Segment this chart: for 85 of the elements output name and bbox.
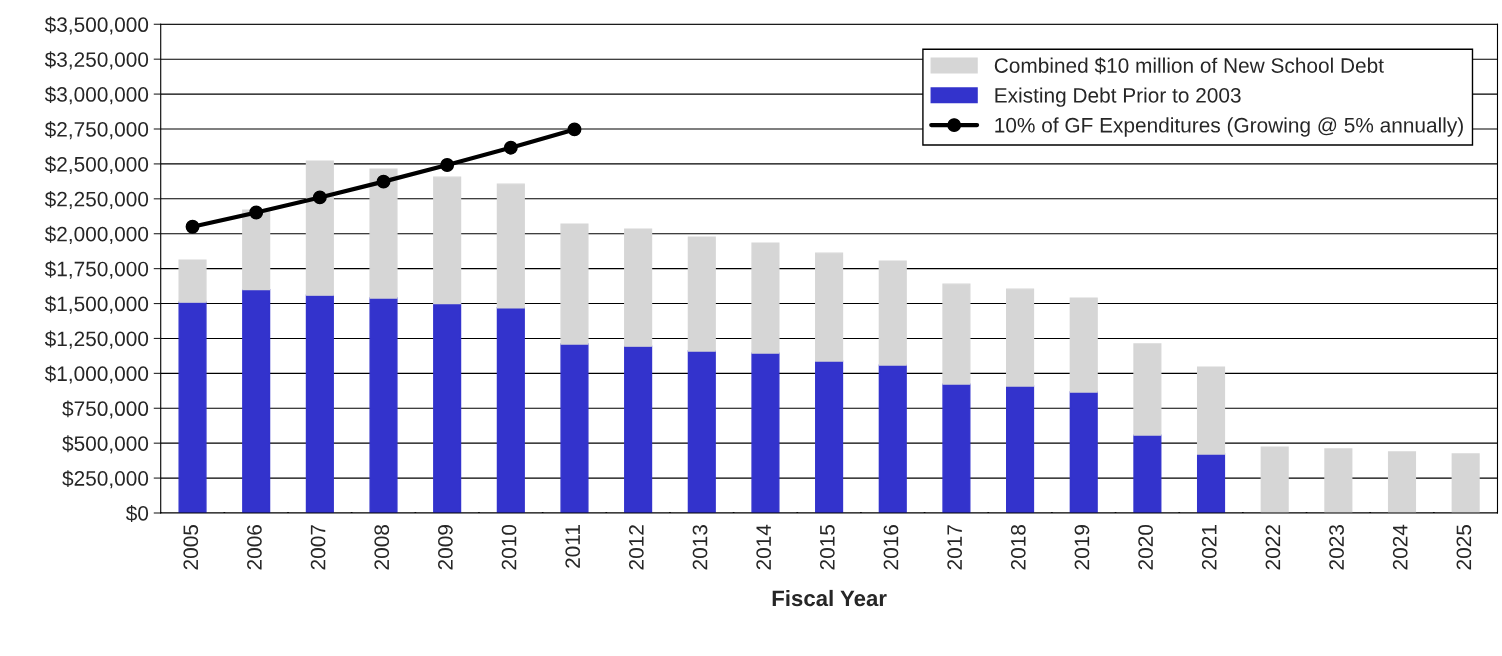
bar — [1196, 366, 1226, 455]
y-tick-label: $250,000 — [62, 470, 149, 489]
y-tick-label: $2,750,000 — [44, 121, 149, 140]
bar — [1260, 446, 1289, 513]
y-tick-label: $1,000,000 — [44, 365, 149, 384]
x-tick-label: 2025 — [1456, 524, 1472, 570]
bar — [496, 183, 525, 309]
x-axis-title: Fiscal Year — [772, 589, 887, 607]
bar — [433, 176, 462, 305]
x-tick-label: 2013 — [692, 525, 708, 570]
x-tick-label: 2015 — [819, 524, 835, 570]
legend-label: 10% of GF Expenditures (Growing @ 5% annually) — [995, 117, 1463, 137]
bar — [305, 160, 334, 296]
bar — [624, 345, 653, 513]
bar — [369, 168, 398, 299]
point — [440, 158, 455, 172]
bar — [178, 259, 207, 303]
bar — [242, 288, 271, 513]
point — [249, 205, 264, 220]
y-tick-label: $3,500,000 — [44, 16, 149, 35]
bar — [624, 228, 653, 347]
bar — [815, 252, 844, 362]
point — [312, 190, 327, 205]
bar — [369, 297, 398, 513]
bar — [1451, 453, 1480, 513]
x-tick-label: 2011 — [565, 525, 581, 568]
bar — [1133, 434, 1162, 513]
bar — [1133, 343, 1162, 436]
bar — [433, 302, 462, 513]
x-tick-label: 2010 — [501, 524, 517, 570]
bar — [751, 352, 780, 513]
bar — [942, 283, 971, 385]
legend-label: Combined $10 million of New School Debt — [994, 57, 1384, 75]
x-tick-label: 2021 — [1201, 525, 1217, 570]
y-tick-label: $2,000,000 — [44, 225, 149, 244]
y-tick-label: $2,250,000 — [44, 190, 149, 210]
x-tick-label: 2007 — [310, 525, 326, 570]
y-tick-label: $2,500,000 — [44, 156, 149, 175]
x-tick-label: 2018 — [1010, 525, 1026, 570]
bar — [242, 209, 271, 291]
bar — [1196, 453, 1226, 513]
bar — [878, 260, 907, 366]
point — [503, 140, 518, 155]
y-tick-label: $1,750,000 — [44, 260, 149, 279]
y-tick-label: $0 — [125, 505, 149, 522]
bar — [1069, 297, 1098, 393]
y-tick-label: $1,500,000 — [44, 295, 149, 314]
x-tick-label: 2017 — [947, 525, 963, 570]
bar — [560, 223, 589, 345]
point — [376, 174, 391, 189]
y-tick-label: $750,000 — [62, 400, 149, 419]
x-tick-label: 2016 — [883, 525, 899, 570]
x-tick-label: 2012 — [628, 525, 644, 570]
bar — [751, 242, 780, 354]
x-tick-label: 2023 — [1329, 525, 1344, 570]
bar — [1006, 288, 1035, 387]
x-tick-label: 2022 — [1265, 525, 1281, 570]
x-tick-label: 2006 — [247, 525, 262, 570]
bar — [178, 301, 207, 513]
bar — [687, 350, 716, 513]
legend-label: Existing Debt Prior to 2003 — [995, 87, 1241, 107]
bar — [942, 383, 971, 513]
x-tick-label: 2019 — [1074, 525, 1090, 570]
x-tick-label: 2008 — [374, 525, 390, 570]
point — [567, 122, 582, 137]
y-tick-label: $3,250,000 — [44, 51, 149, 70]
point — [185, 219, 200, 234]
bar — [1069, 391, 1098, 513]
x-tick-label: 2024 — [1392, 524, 1408, 570]
bar — [305, 294, 334, 513]
y-tick-label: $500,000 — [62, 435, 149, 454]
y-tick-label: $3,000,000 — [44, 86, 149, 105]
bar — [496, 307, 525, 513]
bar — [1387, 451, 1417, 513]
x-tick-label: 2009 — [438, 525, 453, 570]
bar — [1324, 448, 1353, 513]
bar — [878, 364, 907, 513]
x-tick-label: 2014 — [756, 524, 772, 570]
x-tick-label: 2020 — [1138, 524, 1153, 570]
x-tick-label: 2005 — [183, 524, 199, 570]
bar — [1006, 385, 1035, 513]
bar — [687, 236, 716, 352]
y-tick-label: $1,250,000 — [44, 330, 149, 349]
bar — [815, 360, 844, 513]
bar — [560, 343, 589, 513]
